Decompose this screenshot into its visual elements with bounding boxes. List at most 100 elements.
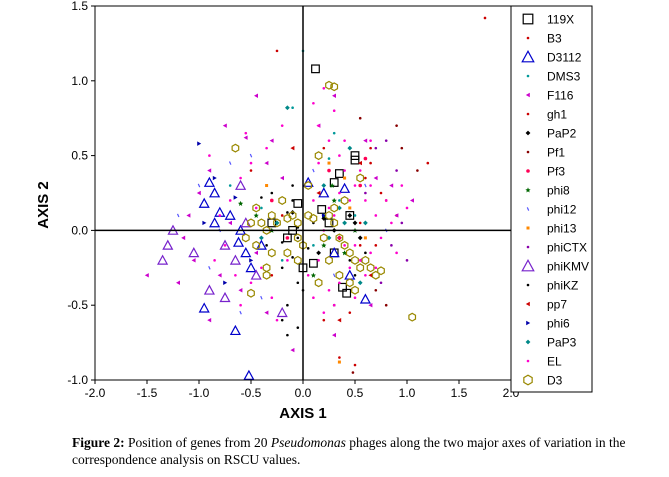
point-d3 <box>252 240 261 250</box>
point-d3 <box>257 218 266 228</box>
point-phi8 <box>329 182 335 189</box>
legend-label-pap2: PaP2 <box>547 127 577 141</box>
y-axis-ticks: 1.5 1.0 0.5 0.0 -0.5 -1.0 <box>67 0 95 387</box>
point-f116 <box>332 93 336 98</box>
point-pp7 <box>337 317 342 323</box>
point-d3112 <box>302 176 314 187</box>
y-tick-label: -1.0 <box>67 373 88 387</box>
point-119x <box>335 169 344 178</box>
point-el <box>332 109 336 113</box>
point-dms3 <box>327 157 331 160</box>
point-phi12 <box>260 295 263 300</box>
point-d3 <box>325 210 333 220</box>
point-phi13 <box>337 360 341 364</box>
point-pp7 <box>368 273 373 278</box>
point-el <box>364 199 367 202</box>
x-tick-label: 1.0 <box>399 386 416 400</box>
point-d3 <box>325 80 333 90</box>
x-tick-label: 1.5 <box>451 386 468 400</box>
point-el <box>260 266 263 270</box>
legend-items: 119X B3 D3112 DMS3 F116 gh1 PaP2 Pf1 Pf3 phi8 phi1… <box>521 13 589 388</box>
point-f116 <box>332 332 336 338</box>
point-pf1 <box>395 124 398 127</box>
point-d3 <box>304 210 313 220</box>
point-f116 <box>368 303 373 308</box>
legend-marker-d3 <box>523 374 533 386</box>
figure-caption: Figure 2: Position of genes from 20 Pseu… <box>72 434 662 468</box>
point-el <box>343 169 346 172</box>
point-phi12 <box>197 183 201 188</box>
point-phikmv <box>157 254 169 265</box>
legend-marker-el <box>526 359 530 363</box>
point-gh1 <box>353 363 357 367</box>
point-d3112 <box>339 182 351 193</box>
legend-label-phi6: phi6 <box>547 317 570 331</box>
point-f116 <box>264 160 269 166</box>
point-dms3 <box>228 184 232 187</box>
point-119x <box>309 258 318 268</box>
point-phi6 <box>322 213 326 218</box>
x-axis-ticks: -2.0 -1.5 -1.0 -0.5 0.0 0.5 1.0 1.5 2.0 <box>85 380 520 400</box>
point-el <box>249 161 253 165</box>
legend-label-b3: B3 <box>547 32 562 46</box>
legend-label-d3: D3 <box>547 374 563 388</box>
point-pf3 <box>363 156 368 161</box>
point-phi6 <box>202 220 207 226</box>
legend-marker-gh1 <box>526 112 530 116</box>
point-f116 <box>243 135 248 140</box>
point-f116 <box>363 138 368 143</box>
point-el <box>343 244 346 247</box>
point-d3112 <box>198 302 210 313</box>
point-phikmv <box>229 254 241 265</box>
point-b3 <box>364 176 367 180</box>
point-d3 <box>366 263 375 273</box>
point-d3 <box>273 218 281 228</box>
point-el <box>395 251 398 255</box>
point-el <box>338 154 341 157</box>
point-119x <box>350 151 360 161</box>
point-phi12 <box>332 273 336 278</box>
legend-label-el: EL <box>547 355 562 369</box>
point-d3 <box>252 203 261 213</box>
point-gh1 <box>379 191 383 195</box>
point-pp7 <box>358 160 362 166</box>
point-d3 <box>283 248 292 258</box>
point-phikmv <box>219 239 231 250</box>
point-f116 <box>389 183 394 188</box>
point-el <box>317 161 320 165</box>
point-phikz <box>280 241 284 244</box>
legend-label-phi13: phi13 <box>547 222 577 236</box>
point-phikz <box>286 211 289 214</box>
legend-marker-pf1 <box>526 150 530 154</box>
point-gh1 <box>249 169 253 172</box>
point-phi12 <box>176 213 180 218</box>
point-f116 <box>410 198 414 203</box>
point-phi8 <box>321 242 327 248</box>
point-d3112 <box>224 209 236 220</box>
point-phi12 <box>208 265 211 270</box>
legend-marker-phi8 <box>525 187 531 193</box>
point-el <box>358 259 362 262</box>
point-phikz <box>280 318 284 322</box>
point-d3 <box>247 288 255 298</box>
point-pf1 <box>351 371 355 374</box>
legend-marker-pp7 <box>525 301 530 307</box>
point-f116 <box>290 347 295 353</box>
point-pap3 <box>285 105 290 111</box>
point-el <box>213 259 216 262</box>
point-dms3 <box>280 259 284 262</box>
point-d3 <box>335 270 344 280</box>
point-d3 <box>293 255 302 265</box>
point-d3 <box>241 233 250 243</box>
point-pf1 <box>384 303 388 307</box>
point-phictx <box>390 244 393 247</box>
point-gh1 <box>358 244 362 247</box>
point-pp7 <box>316 190 321 196</box>
point-phi8 <box>310 272 316 278</box>
point-el <box>374 214 378 217</box>
point-d3 <box>262 263 271 273</box>
point-b3 <box>280 214 284 217</box>
y-tick-label: 1.5 <box>71 0 88 13</box>
point-phikz <box>270 191 274 195</box>
point-d3 <box>283 213 292 223</box>
